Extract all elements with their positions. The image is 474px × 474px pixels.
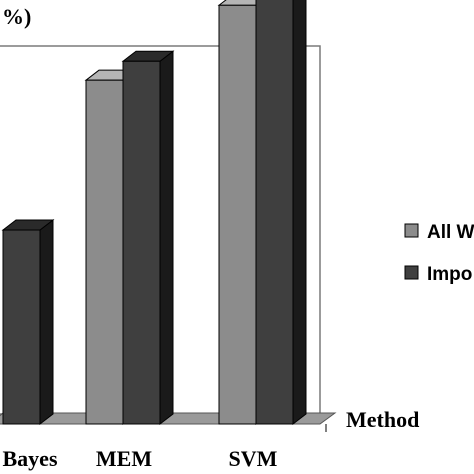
bar-mem-all-words — [85, 79, 124, 425]
bar-svm-important — [255, 0, 294, 425]
legend-swatch-important — [404, 265, 419, 280]
x-tick-label-svm: SVM — [229, 446, 278, 471]
bar-mem-important — [122, 60, 161, 425]
bar-bayes-important-side — [39, 218, 54, 426]
bar-svm-important-side — [292, 0, 307, 426]
x-tick-labels: Bayes MEM SVM — [3, 424, 327, 471]
x-tick-label-mem: MEM — [96, 446, 152, 471]
legend: All W Impo — [404, 222, 474, 285]
legend-swatch-all-words — [404, 223, 419, 238]
bar-bayes-important — [2, 229, 41, 425]
bar-mem-important-side — [159, 50, 174, 426]
x-axis-label: Method — [346, 407, 419, 432]
legend-label-all-words: All W — [427, 222, 474, 243]
legend-label-important: Impo — [427, 264, 472, 285]
chart-title-fragment: %) — [2, 4, 31, 29]
bars — [1, 0, 307, 426]
bar-svm-all-words — [218, 4, 257, 425]
x-tick-label-bayes: Bayes — [3, 446, 58, 471]
